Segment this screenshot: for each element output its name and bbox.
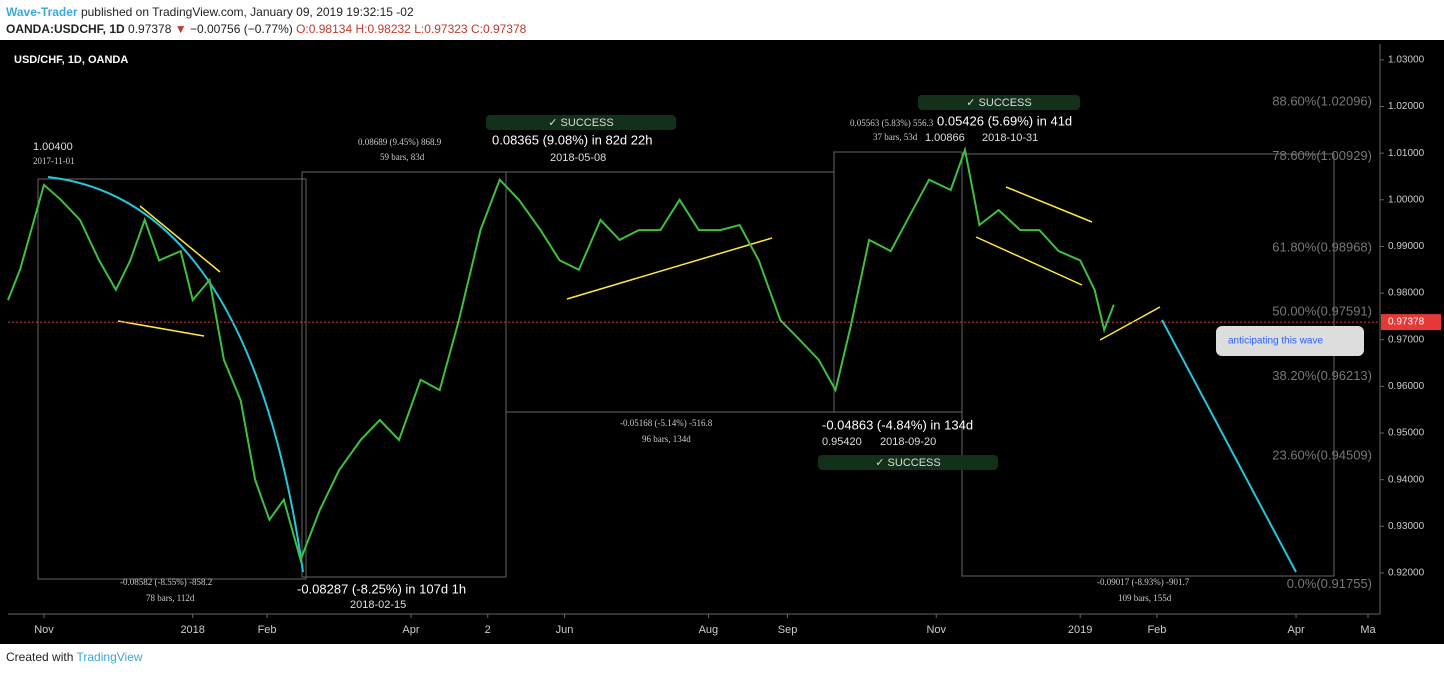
fib-level: 61.80%(0.98968) xyxy=(1272,239,1372,254)
success-bg xyxy=(818,455,998,470)
annotation: 2018-10-31 xyxy=(982,132,1038,144)
x-tick-label: Feb xyxy=(258,624,277,636)
wave-arc xyxy=(47,176,304,573)
annotation: -0.04863 (-4.84%) in 134d xyxy=(822,417,973,432)
close: C:0.97378 xyxy=(470,22,527,36)
annotation: 96 bars, 134d xyxy=(642,434,691,444)
y-tick-label: 0.92000 xyxy=(1388,568,1425,579)
header: Wave-Trader published on TradingView.com… xyxy=(6,4,526,38)
annotation: 0.05426 (5.69%) in 41d xyxy=(937,113,1072,128)
published: published on TradingView.com, January 09… xyxy=(80,5,414,19)
brand[interactable]: TradingView xyxy=(76,650,143,664)
annotation: 109 bars, 155d xyxy=(1118,593,1172,603)
price-tag xyxy=(1381,314,1441,331)
y-tick-label: 0.98000 xyxy=(1388,288,1425,299)
trend-line xyxy=(117,320,205,337)
fib-level: 38.20%(0.96213) xyxy=(1272,368,1372,383)
x-tick-label: Ma xyxy=(1360,624,1376,636)
annotation: 2017-11-01 xyxy=(33,156,75,166)
chart: anticipating this wave 0.92000 0.93000 0.9… xyxy=(0,40,1444,644)
annotation: -0.08582 (-8.55%) -858.2 xyxy=(120,577,212,587)
callout-text: anticipating this wave xyxy=(1228,336,1323,347)
annotation: 37 bars, 53d xyxy=(873,132,918,142)
x-tick-label: Aug xyxy=(699,624,719,636)
chart-title: USD/CHF, 1D, OANDA xyxy=(14,54,128,66)
box xyxy=(961,153,1335,577)
annotation: -0.09017 (-8.93%) -901.7 xyxy=(1097,577,1190,587)
annotation: 59 bars, 83d xyxy=(380,152,425,162)
success: ✓ SUCCESS xyxy=(548,117,613,129)
annotation: 1.00400 xyxy=(33,141,73,153)
y-tick-label: 1.02000 xyxy=(1388,101,1425,112)
y-tick-label: 0.93000 xyxy=(1388,521,1425,532)
x-tick-label: Nov xyxy=(34,624,54,636)
y-tick-label: 1.01000 xyxy=(1388,148,1425,159)
price-line-series xyxy=(7,146,1115,564)
open: O:0.98134 xyxy=(296,22,353,36)
x-tick-label: Apr xyxy=(402,624,419,636)
background xyxy=(0,40,1444,644)
annotation: 78 bars, 112d xyxy=(146,593,195,603)
trend-line xyxy=(1099,306,1161,341)
annotation: 2018-05-08 xyxy=(550,152,606,164)
y-tick-label: 0.97000 xyxy=(1388,334,1425,345)
success: ✓ SUCCESS xyxy=(875,457,940,469)
x-tick-label: Sep xyxy=(778,624,798,636)
trend-line xyxy=(566,237,773,300)
y-tick-label: 0.99000 xyxy=(1388,241,1425,252)
low: L:0.97323 xyxy=(414,22,468,36)
success-bg xyxy=(486,115,676,130)
created: Created with xyxy=(6,650,74,664)
fib-level: 78.60%(1.00929) xyxy=(1272,148,1372,163)
annotation: 0.08365 (9.08%) in 82d 22h xyxy=(492,132,652,147)
price-tag-label: 0.97378 xyxy=(1388,317,1425,328)
last: 0.97378 xyxy=(128,22,172,36)
measure-boxes xyxy=(37,151,1335,580)
annotations: 1.00400 2017-11-01 0.08689 (9.45%) 868.9… xyxy=(33,113,1190,610)
success: ✓ SUCCESS xyxy=(966,97,1031,109)
success-bg xyxy=(918,95,1080,110)
x-tick-label: 2019 xyxy=(1068,624,1092,636)
footer: Created with TradingView xyxy=(6,650,143,664)
header-line: OANDA:USDCHF, 1D 0.97378 ▼ −0.00756 (−0.… xyxy=(6,21,526,38)
symbol: OANDA:USDCHF, 1D xyxy=(6,22,125,36)
y-tick-label: 1.03000 xyxy=(1388,54,1425,65)
fib-level: 23.60%(0.94509) xyxy=(1272,447,1372,462)
header-line: Wave-Trader published on TradingView.com… xyxy=(6,4,526,21)
annotation: -0.05168 (-5.14%) -516.8 xyxy=(620,418,713,428)
annotation: 1.00866 xyxy=(925,132,965,144)
trend-line xyxy=(139,205,221,273)
x-tick-label: Nov xyxy=(926,624,946,636)
trend-line xyxy=(1005,186,1093,223)
trend-lines xyxy=(117,186,1161,341)
author[interactable]: Wave-Trader xyxy=(6,5,78,19)
fib-level: 50.00%(0.97591) xyxy=(1272,304,1372,319)
annotation: 0.05563 (5.83%) 556.3 xyxy=(850,118,934,128)
fib-level: 0.0%(0.91755) xyxy=(1287,576,1372,591)
projection-arrow xyxy=(1161,319,1297,573)
callout-box xyxy=(1216,326,1364,356)
y-tick-label: 0.96000 xyxy=(1388,381,1425,392)
trend-line xyxy=(975,236,1083,286)
change: −0.00756 (−0.77%) xyxy=(189,22,293,36)
annotation: -0.08287 (-8.25%) in 107d 1h xyxy=(297,581,466,596)
x-tick-label: Apr xyxy=(1287,624,1304,636)
annotation: 2018-02-15 xyxy=(350,599,406,611)
x-tick-label: Feb xyxy=(1147,624,1166,636)
x-tick-label: 2018 xyxy=(180,624,204,636)
high: H:0.98232 xyxy=(355,22,411,36)
fib-level: 88.60%(1.02096) xyxy=(1272,93,1372,108)
box xyxy=(37,178,307,580)
success-tags: ✓ SUCCESS ✓ SUCCESS ✓ SUCCESS xyxy=(486,95,1080,470)
y-tick-label: 0.95000 xyxy=(1388,428,1425,439)
y-tick-label: 1.00000 xyxy=(1388,194,1425,205)
annotation: 0.95420 xyxy=(822,436,862,448)
x-tick-label: Jun xyxy=(556,624,574,636)
annotation: 2018-09-20 xyxy=(880,436,936,448)
x-tick-label: 2 xyxy=(485,624,491,636)
y-tick-label: 0.94000 xyxy=(1388,474,1425,485)
change-arrow: ▼ xyxy=(174,22,187,36)
annotation: 0.08689 (9.45%) 868.9 xyxy=(358,137,442,147)
